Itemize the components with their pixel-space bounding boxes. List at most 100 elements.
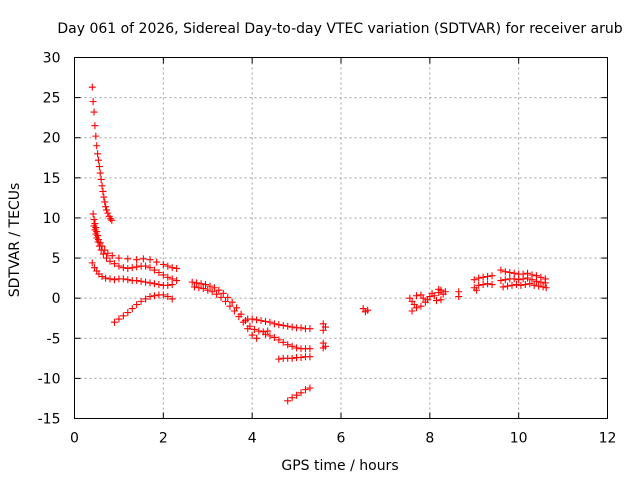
- data-point: [91, 122, 99, 130]
- data-point: [293, 391, 301, 399]
- data-point: [297, 354, 305, 362]
- data-point: [306, 325, 314, 333]
- x-tick-label: 8: [425, 431, 434, 447]
- data-point: [230, 307, 238, 315]
- data-point: [119, 264, 127, 272]
- data-point: [408, 307, 416, 315]
- data-point: [102, 203, 110, 211]
- data-point: [253, 316, 261, 324]
- data-point: [106, 257, 114, 265]
- x-tick-label: 12: [599, 431, 617, 447]
- data-point: [488, 281, 496, 289]
- data-point: [301, 386, 309, 394]
- y-tick-label: -5: [47, 331, 61, 347]
- data-point: [104, 209, 112, 217]
- data-point: [279, 338, 287, 346]
- series-track-d: [88, 259, 176, 289]
- data-point: [146, 293, 154, 301]
- data-point: [528, 276, 536, 284]
- data-point: [97, 175, 105, 183]
- data-point: [91, 226, 99, 234]
- data-point: [537, 278, 545, 286]
- data-point: [102, 206, 110, 214]
- data-point: [99, 187, 107, 195]
- data-point: [484, 280, 492, 288]
- data-point: [98, 273, 106, 281]
- series-track-k: [284, 384, 314, 405]
- data-point: [244, 325, 252, 333]
- data-point: [542, 284, 550, 292]
- data-point: [224, 293, 232, 301]
- series-track-i: [261, 330, 314, 353]
- data-point: [98, 182, 106, 190]
- series-cluster-m: [359, 305, 372, 316]
- data-point: [435, 285, 443, 293]
- data-point: [321, 323, 329, 331]
- data-point: [253, 334, 261, 342]
- y-tick-label: 10: [43, 211, 61, 227]
- data-point: [239, 318, 247, 326]
- data-point: [115, 315, 123, 323]
- series-cluster-r: [497, 274, 549, 287]
- data-point: [206, 282, 214, 290]
- data-point: [524, 274, 532, 282]
- data-point: [94, 238, 102, 246]
- series-track-j: [275, 353, 314, 363]
- data-point: [108, 252, 116, 260]
- data-point: [92, 132, 100, 140]
- data-point: [110, 276, 118, 284]
- data-point: [508, 281, 516, 289]
- data-point: [284, 341, 292, 349]
- data-point: [159, 291, 167, 299]
- data-point: [106, 275, 114, 283]
- data-point: [193, 279, 201, 287]
- data-point: [222, 297, 230, 305]
- data-point: [275, 321, 283, 329]
- data-point: [155, 268, 163, 276]
- data-point: [124, 264, 132, 272]
- series-track-c: [90, 222, 181, 285]
- y-tick-labels: -15 -10 -5 0 5 10 15 20 25 30: [38, 51, 61, 428]
- y-tick-label: 25: [43, 91, 61, 107]
- series-cluster-l: [319, 320, 329, 352]
- data-point: [146, 256, 154, 264]
- data-point: [133, 263, 141, 271]
- data-point: [150, 292, 158, 300]
- data-point: [137, 297, 145, 305]
- data-point: [250, 325, 258, 333]
- data-point: [89, 210, 97, 218]
- data-point: [288, 354, 296, 362]
- x-axis-title: GPS time / hours: [281, 458, 398, 474]
- data-point: [173, 264, 181, 272]
- x-tick-label: 2: [159, 431, 168, 447]
- data-point: [137, 277, 145, 285]
- data-point: [510, 275, 518, 283]
- y-tick-label: 20: [43, 131, 61, 147]
- data-point: [110, 260, 118, 268]
- data-point: [195, 284, 203, 292]
- data-point: [92, 230, 100, 238]
- data-point: [217, 293, 225, 301]
- x-tick-label: 6: [337, 431, 346, 447]
- series-track-g: [190, 283, 261, 342]
- data-point: [261, 330, 269, 338]
- data-point: [139, 255, 147, 263]
- chart-title: Day 061 of 2026, Sidereal Day-to-day VTE…: [57, 21, 622, 37]
- data-point: [164, 262, 172, 270]
- data-point: [284, 397, 292, 405]
- data-point: [479, 281, 487, 289]
- data-point: [100, 193, 108, 201]
- data-point: [488, 272, 496, 280]
- data-point: [150, 266, 158, 274]
- series-track-b: [89, 210, 181, 272]
- data-point: [90, 222, 98, 230]
- data-point: [306, 345, 314, 353]
- data-point: [275, 336, 283, 344]
- data-points: [88, 83, 550, 405]
- data-point: [133, 277, 141, 285]
- data-point: [288, 394, 296, 402]
- data-point: [255, 327, 263, 335]
- data-point: [146, 279, 154, 287]
- data-point: [270, 320, 278, 328]
- data-point: [432, 297, 440, 305]
